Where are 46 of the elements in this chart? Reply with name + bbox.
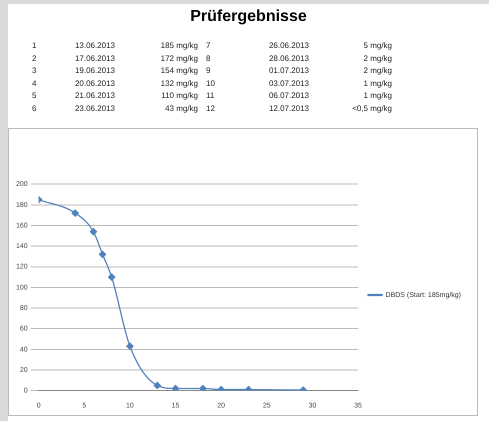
- text: 21.06.2013: [74, 90, 116, 102]
- point: [90, 228, 98, 236]
- text: 1 mg/kg: [362, 78, 392, 90]
- text: 2 mg/kg: [362, 52, 392, 65]
- text: 6: [32, 102, 38, 114]
- text: 20.06.2013: [74, 78, 116, 90]
- point: [98, 250, 106, 258]
- text: 2 mg/kg: [362, 65, 392, 77]
- point: [218, 386, 225, 391]
- text: 2: [32, 52, 38, 64]
- point: [172, 384, 180, 391]
- text: 12: [206, 102, 216, 114]
- point: [72, 209, 79, 217]
- text: 4: [32, 78, 38, 90]
- text: <0,5 mg/kg: [351, 102, 392, 115]
- text: 172 mg/kg: [160, 52, 198, 65]
- point: [199, 384, 207, 391]
- text: 13.06.2013: [74, 40, 116, 52]
- text: 03.07.2013: [268, 78, 310, 90]
- text: 26.06.2013: [268, 40, 310, 52]
- text: 19.06.2013: [74, 65, 116, 77]
- text: 11: [206, 90, 216, 102]
- text: 5 mg/kg: [362, 40, 392, 52]
- text: 28.06.2013: [268, 52, 310, 64]
- text: 7: [206, 40, 212, 52]
- text: 01.07.2013: [268, 65, 310, 77]
- text: 110 mg/kg: [160, 90, 198, 102]
- point: [108, 273, 116, 281]
- text: 185 mg/kg: [160, 40, 198, 52]
- text: 17.06.2013: [74, 52, 116, 64]
- text: 43 mg/kg: [164, 102, 198, 115]
- text: 5: [32, 90, 38, 102]
- text: 132 mg/kg: [160, 78, 198, 90]
- point: [126, 342, 134, 350]
- text: 154 mg/kg: [160, 65, 198, 77]
- text: 12.07.2013: [268, 102, 310, 114]
- text: 8: [206, 52, 212, 64]
- text: 23.06.2013: [74, 102, 116, 114]
- text: 1 mg/kg: [362, 90, 392, 102]
- text: 1: [32, 40, 38, 52]
- text: 9: [206, 65, 212, 77]
- text: 06.07.2013: [268, 90, 310, 102]
- point: [154, 382, 161, 390]
- chart-title: Prüfergebnisse: [189, 8, 308, 26]
- text: 3: [32, 65, 38, 77]
- text: 10: [206, 78, 216, 90]
